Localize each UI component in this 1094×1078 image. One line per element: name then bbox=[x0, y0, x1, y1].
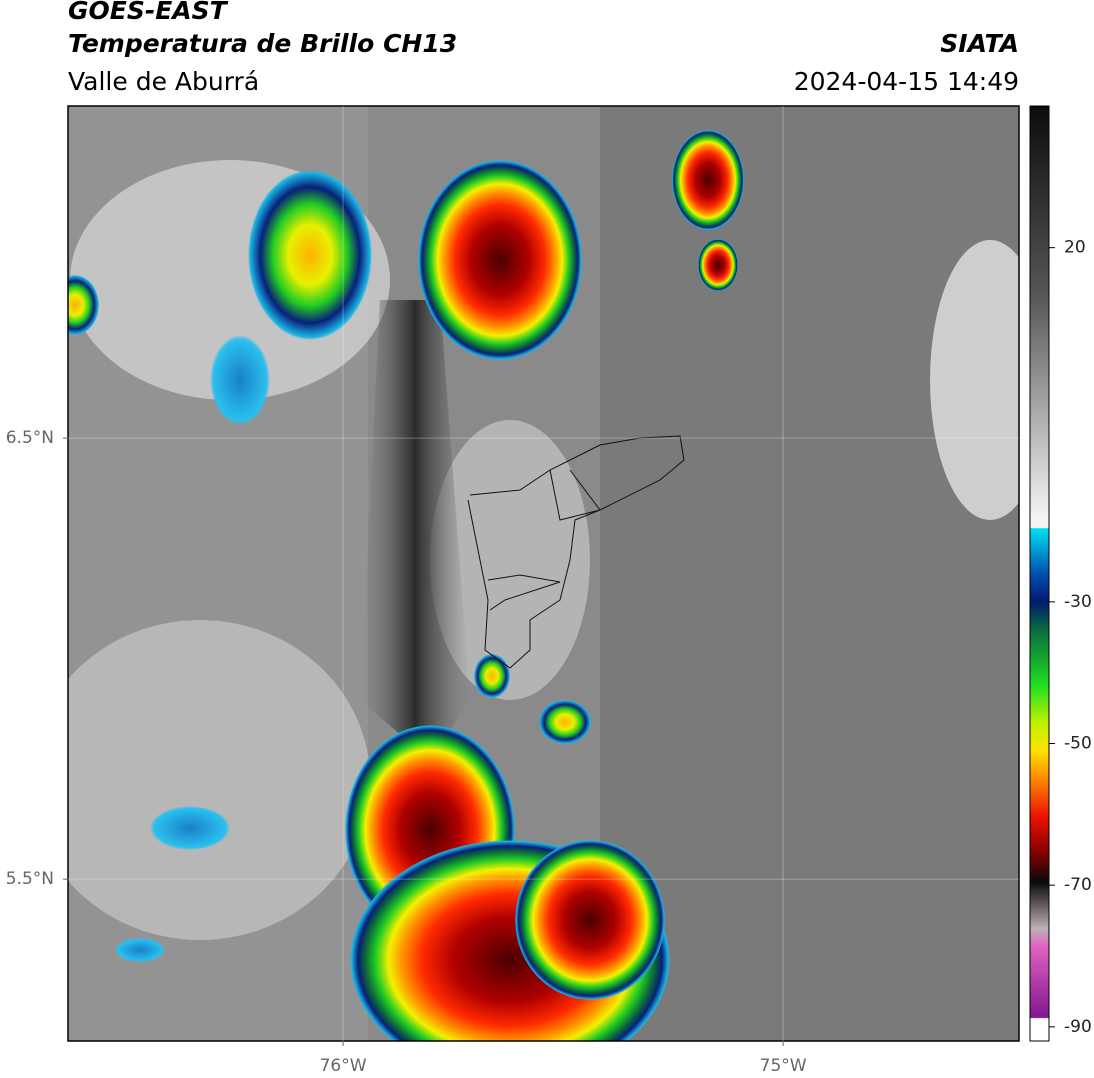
colorbar-tick-label: -90 bbox=[1064, 1017, 1092, 1037]
colorbar bbox=[1029, 105, 1050, 1042]
y-tick-label: 5.5°N bbox=[6, 869, 54, 889]
imagery bbox=[68, 106, 1019, 1041]
x-tick-label: 76°W bbox=[320, 1056, 367, 1076]
subtitle: Temperatura de Brillo CH13 bbox=[68, 29, 457, 58]
title: GOES-EAST bbox=[68, 0, 229, 25]
colorbar-tick-label: -30 bbox=[1064, 592, 1092, 612]
colorbar-tick-label: -70 bbox=[1064, 875, 1092, 895]
y-tick-label: 6.5°N bbox=[6, 428, 54, 448]
colorbar-tick-label: -50 bbox=[1064, 734, 1092, 754]
x-tick-label: 75°W bbox=[760, 1056, 807, 1076]
colorbar-tick-label: 20 bbox=[1064, 238, 1086, 258]
map-frame bbox=[67, 105, 1020, 1042]
region: Valle de Aburrá bbox=[68, 67, 259, 96]
timestamp: 2024-04-15 14:49 bbox=[794, 67, 1019, 96]
source: SIATA bbox=[940, 29, 1019, 58]
